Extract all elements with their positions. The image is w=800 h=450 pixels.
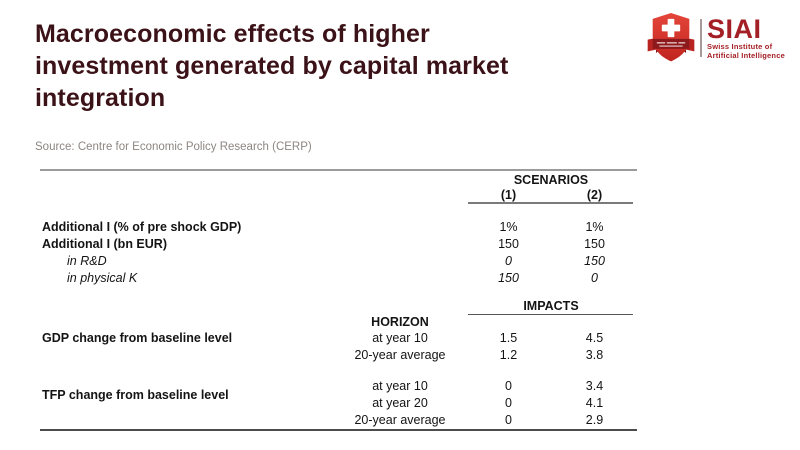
value-scenario-1: 0 xyxy=(505,378,512,393)
value-scenario-1: 1.2 xyxy=(499,347,518,362)
value-scenario-2: 150 xyxy=(584,253,605,268)
impacts-header-row: IMPACTS xyxy=(40,299,637,314)
table-top-rule xyxy=(40,169,637,171)
logo-wordmark: SIAI xyxy=(707,13,762,44)
value-scenario-2: 150 xyxy=(584,236,605,251)
row-label: Additional I (% of pre shock GDP) xyxy=(42,219,242,234)
table-row: 20-year average 1.2 3.8 xyxy=(40,347,637,364)
logo-divider xyxy=(700,19,702,57)
title-line-1: Macroeconomic effects of higher xyxy=(35,20,430,48)
horizon-cell: at year 20 xyxy=(372,395,428,410)
row-group-label: GDP change from baseline level xyxy=(42,330,233,345)
value-scenario-1: 150 xyxy=(498,236,519,251)
scenarios-underline xyxy=(468,202,633,204)
page-title: Macroeconomic effects of higher investme… xyxy=(35,18,508,114)
column-header-2: (2) xyxy=(586,187,603,202)
swiss-cross-icon xyxy=(661,18,681,38)
horizon-cell: 20-year average xyxy=(354,412,446,427)
horizon-cell: at year 10 xyxy=(372,330,428,345)
logo-subtitle-line-1: Swiss Institute of xyxy=(707,41,773,51)
value-scenario-1: 0 xyxy=(505,412,512,427)
impacts-underline xyxy=(468,313,633,315)
scenarios-header-row: SCENARIOS xyxy=(40,173,637,188)
scenario-columns-row: (1) (2) xyxy=(40,188,637,202)
table-row: TFP change from baseline level at year 1… xyxy=(40,378,637,401)
table-row: in physical K 150 0 xyxy=(40,270,637,287)
value-scenario-2: 0 xyxy=(591,270,598,285)
table-row: Additional I (% of pre shock GDP) 1% 1% xyxy=(40,219,637,236)
value-scenario-2: 4.1 xyxy=(585,395,604,410)
scenarios-header: SCENARIOS xyxy=(513,173,589,188)
table-row: 20-year average 0 2.9 xyxy=(40,412,637,429)
value-scenario-1: 1.5 xyxy=(499,330,518,345)
row-group-label: TFP change from baseline level xyxy=(42,387,229,402)
title-line-2: investment generated by capital market xyxy=(35,52,509,80)
horizon-cell: 20-year average xyxy=(354,347,446,362)
source-note: Source: Centre for Economic Policy Resea… xyxy=(35,141,312,153)
impacts-header: IMPACTS xyxy=(523,298,579,313)
value-scenario-2: 1% xyxy=(585,219,604,234)
table-row: GDP change from baseline level at year 1… xyxy=(40,330,637,347)
value-scenario-1: 150 xyxy=(498,270,519,285)
value-scenario-1: 0 xyxy=(505,395,512,410)
logo-text: SIAI Swiss Institute of Artificial Intel… xyxy=(707,13,785,60)
title-line-3: integration xyxy=(35,84,166,112)
value-scenario-1: 1% xyxy=(499,219,518,234)
horizon-header: HORIZON xyxy=(371,314,429,329)
data-table: SCENARIOS (1) (2) Additional I (% of pre… xyxy=(40,169,637,431)
swiss-shield-icon xyxy=(647,13,695,62)
siai-logo: SIAI Swiss Institute of Artificial Intel… xyxy=(646,10,786,66)
horizon-cell: at year 10 xyxy=(372,378,428,393)
table-bottom-rule xyxy=(40,428,637,431)
horizon-header-row: HORIZON xyxy=(40,315,637,330)
value-scenario-2: 4.5 xyxy=(585,330,604,345)
row-label: Additional I (bn EUR) xyxy=(42,236,167,251)
value-scenario-2: 3.8 xyxy=(585,347,604,362)
value-scenario-2: 3.4 xyxy=(585,378,604,393)
table-row: Additional I (bn EUR) 150 150 xyxy=(40,236,637,253)
value-scenario-2: 2.9 xyxy=(585,412,604,427)
table-row: at year 20 0 4.1 xyxy=(40,395,637,412)
row-label: in R&D xyxy=(67,253,107,268)
column-header-1: (1) xyxy=(500,187,517,202)
row-label: in physical K xyxy=(67,270,138,285)
logo-subtitle-line-2: Artificial Intelligence xyxy=(707,50,785,60)
table-row: in R&D 0 150 xyxy=(40,253,637,270)
value-scenario-1: 0 xyxy=(505,253,512,268)
